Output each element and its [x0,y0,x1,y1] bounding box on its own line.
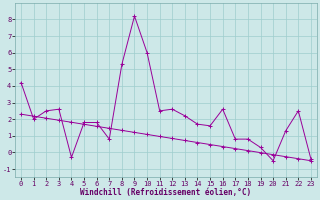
X-axis label: Windchill (Refroidissement éolien,°C): Windchill (Refroidissement éolien,°C) [80,188,252,197]
